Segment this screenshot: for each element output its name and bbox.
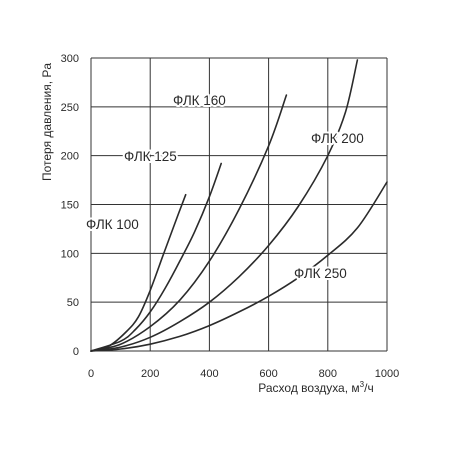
x-tick-label: 200	[141, 368, 159, 380]
y-tick-label: 300	[61, 53, 79, 65]
series-label-flk-160: ФЛК 160	[173, 93, 226, 108]
series-label-halo: ФЛК 200	[311, 131, 364, 146]
series-label-halo: ФЛК 160	[173, 93, 226, 108]
series-label-halo: ФЛК 250	[294, 266, 347, 281]
tick-labels: 0 200 400 600 800 1000 0 50 100 150 200 250 300	[61, 53, 400, 380]
series-line-flk-125	[90, 162, 222, 352]
x-tick-label: 1000	[375, 368, 399, 380]
series-label-halo: ФЛК 100	[86, 217, 139, 232]
series-label-flk-100: ФЛК 100	[86, 217, 139, 232]
y-tick-label: 0	[73, 346, 79, 358]
series-line-flk-200	[90, 59, 359, 352]
series-line-flk-250	[90, 181, 388, 352]
series-curves	[90, 59, 388, 352]
series-label-flk-250: ФЛК 250	[294, 266, 347, 281]
x-tick-label: 400	[200, 368, 218, 380]
y-axis-label: Потеря давления, Pa	[40, 63, 54, 181]
series-line-flk-160	[90, 94, 288, 352]
y-tick-label: 200	[61, 151, 79, 163]
y-tick-label: 100	[61, 248, 79, 260]
x-tick-label: 0	[88, 368, 94, 380]
series-label-halo: ФЛК 125	[124, 149, 177, 164]
x-axis-label-superscript: 3	[360, 380, 365, 389]
series-label-flk-200: ФЛК 200	[311, 131, 364, 146]
series-label-flk-125: ФЛК 125	[124, 149, 177, 164]
y-tick-label: 150	[61, 200, 79, 212]
grid	[90, 57, 388, 352]
x-axis-label: Расход воздуха, м3/ч	[258, 380, 373, 395]
y-tick-label: 250	[61, 102, 79, 114]
x-axis-label-tail: /ч	[364, 381, 374, 395]
y-tick-label: 50	[67, 297, 79, 309]
x-tick-label: 600	[259, 368, 277, 380]
x-tick-label: 800	[319, 368, 337, 380]
